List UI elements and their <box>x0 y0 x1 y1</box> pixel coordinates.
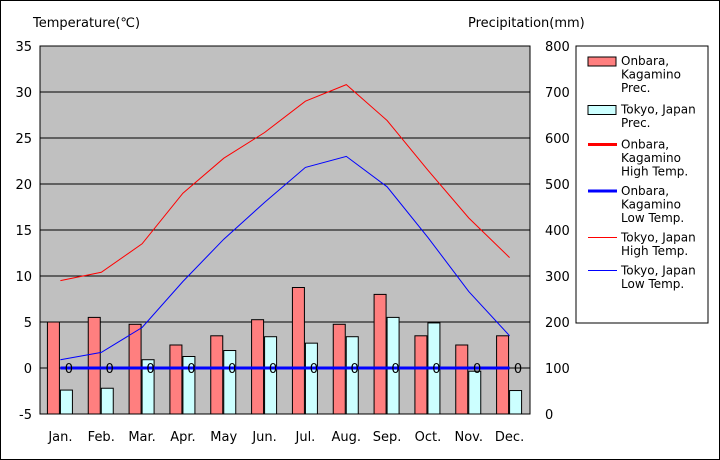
legend-label: Onbara, <box>621 184 669 198</box>
left-tick-label: 15 <box>15 224 32 239</box>
bar-s0-10 <box>455 344 469 415</box>
bar-s1-3 <box>182 356 196 415</box>
zero-marker: 0 <box>228 362 236 377</box>
bar-s1-11 <box>509 390 523 415</box>
x-tick-label: Nov. <box>455 430 484 445</box>
right-tick-label: 600 <box>545 132 570 147</box>
zero-marker: 0 <box>187 362 195 377</box>
right-tick-label: 300 <box>545 270 570 285</box>
right-tick-label: 800 <box>545 40 570 55</box>
zero-marker: 0 <box>106 362 114 377</box>
zero-marker: 0 <box>432 362 440 377</box>
line-series-group <box>60 84 510 370</box>
legend-swatch-bar-0 <box>587 56 617 67</box>
right-tick-label: 700 <box>545 86 570 101</box>
left-tick-label: 25 <box>15 132 32 147</box>
x-tick-label: Jul. <box>295 430 316 445</box>
legend-label: Kagamino <box>621 151 681 165</box>
x-tick-label: May <box>210 430 237 445</box>
x-tick-label: Oct. <box>415 430 442 445</box>
right-tick-label: 500 <box>545 178 570 193</box>
bar-s1-1 <box>100 387 114 415</box>
zero-marker: 0 <box>391 362 399 377</box>
x-tick-label: Feb. <box>88 430 115 445</box>
zero-marker-group: 0 0 0 0 0 0 0 0 0 0 0 0 <box>65 362 522 377</box>
bar-s0-1 <box>87 316 101 415</box>
legend-label: Prec. <box>621 116 651 130</box>
left-tick-label: -5 <box>19 408 32 423</box>
bar-s1-4 <box>223 350 237 415</box>
right-tick-label: 200 <box>545 316 570 331</box>
x-tick-label: Mar. <box>128 430 155 445</box>
legend-label: Onbara, <box>621 138 669 152</box>
zero-marker: 0 <box>351 362 359 377</box>
legend-label: Prec. <box>621 81 651 95</box>
x-tick-label: Aug. <box>331 430 361 445</box>
left-tick-label: 35 <box>15 40 32 55</box>
right-axis-label: Precipitation(mm) <box>468 16 585 31</box>
zero-marker: 0 <box>65 362 73 377</box>
legend-label: Kagamino <box>621 68 681 82</box>
bar-s1-0 <box>59 389 73 415</box>
left-axis-ticks: 35 30 25 20 15 10 5 0 -5 <box>15 40 32 423</box>
legend-label: Tokyo, Japan <box>620 231 696 245</box>
legend-label: Low Temp. <box>621 277 684 291</box>
legend-swatch-bar-1 <box>587 105 617 115</box>
right-tick-label: 0 <box>545 408 553 423</box>
bar-s0-9 <box>414 335 428 415</box>
right-axis-ticks: 800 700 600 500 400 300 200 100 0 <box>545 40 570 423</box>
left-axis-label: Temperature(℃) <box>32 16 140 31</box>
right-tick-label: 400 <box>545 224 570 239</box>
legend-label: Kagamino <box>621 198 681 212</box>
bar-s1-5 <box>264 336 278 415</box>
legend-label: Onbara, <box>621 54 669 68</box>
x-tick-label: Sep. <box>373 430 402 445</box>
zero-marker: 0 <box>514 362 522 377</box>
x-tick-label: Dec. <box>495 430 524 445</box>
bar-s0-11 <box>496 335 510 415</box>
left-tick-label: 20 <box>15 178 32 193</box>
legend-label: High Temp. <box>621 244 688 258</box>
zero-marker: 0 <box>146 362 154 377</box>
bar-s1-8 <box>386 316 400 415</box>
legend-label: Tokyo, Japan <box>620 264 696 278</box>
bar-s1-6 <box>304 342 318 415</box>
left-tick-label: 10 <box>15 270 32 285</box>
bar-s0-4 <box>210 335 224 415</box>
x-tick-label: Jun. <box>251 430 276 445</box>
line-series-3 <box>60 155 510 361</box>
left-tick-label: 0 <box>24 362 32 377</box>
legend-label: Low Temp. <box>621 211 684 225</box>
legend-label: Tokyo, Japan <box>620 103 696 117</box>
legend-box <box>575 45 709 324</box>
bar-s0-8 <box>373 293 387 415</box>
bar-s0-3 <box>169 344 183 415</box>
bar-s1-2 <box>141 359 155 415</box>
bar-s0-0 <box>46 321 60 415</box>
right-tick-label: 100 <box>545 362 570 377</box>
bar-s0-6 <box>291 287 305 415</box>
x-axis-ticks: Jan. Feb. Mar. Apr. May Jun. Jul. Aug. Sep. Oct. N… <box>47 430 524 445</box>
zero-marker: 0 <box>310 362 318 377</box>
bar-s1-7 <box>345 336 359 415</box>
x-tick-label: Jan. <box>47 430 72 445</box>
bar-s1-10 <box>468 370 482 415</box>
x-tick-label: Apr. <box>170 430 195 445</box>
left-tick-label: 30 <box>15 86 32 101</box>
zero-marker: 0 <box>473 362 481 377</box>
legend-label: High Temp. <box>621 165 688 179</box>
left-tick-label: 5 <box>24 316 32 331</box>
zero-marker: 0 <box>269 362 277 377</box>
line-series-2 <box>60 84 510 282</box>
